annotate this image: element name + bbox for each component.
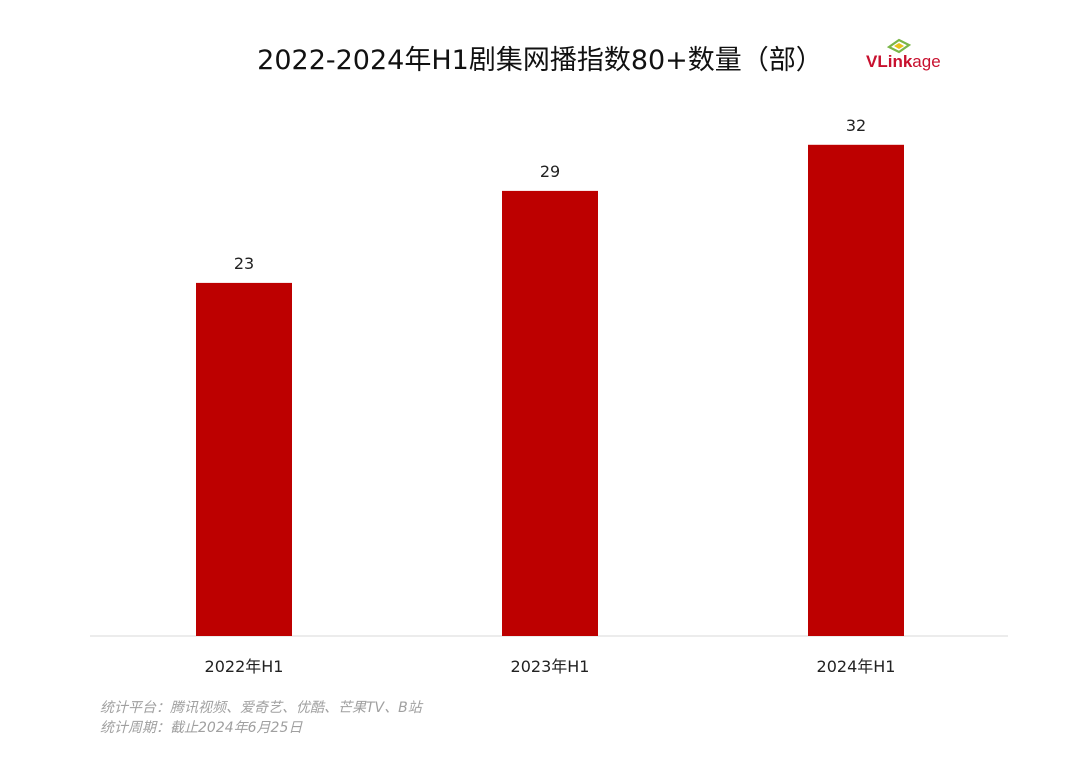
x-tick-label-1: 2022年H1 <box>205 657 284 676</box>
chart-title: 2022-2024年H1剧集网播指数80+数量（部） <box>257 45 823 76</box>
vlinkage-logo: VLinkage <box>866 38 956 74</box>
bar-1 <box>196 282 292 636</box>
bar-3 <box>808 144 904 637</box>
logo-house-icon <box>886 38 912 54</box>
data-label-2: 29 <box>540 162 560 181</box>
data-label-3: 32 <box>846 116 866 135</box>
logo-text: VLinkage <box>866 52 941 71</box>
x-tick-label-2: 2023年H1 <box>511 657 590 676</box>
data-label-1: 23 <box>234 254 254 273</box>
footnote-platforms: 统计平台：腾讯视频、爱奇艺、优酷、芒果TV、B站 <box>100 700 422 716</box>
footnote-period: 统计周期：截止2024年6月25日 <box>100 720 303 736</box>
bar-2 <box>502 190 598 636</box>
x-tick-label-3: 2024年H1 <box>817 657 896 676</box>
